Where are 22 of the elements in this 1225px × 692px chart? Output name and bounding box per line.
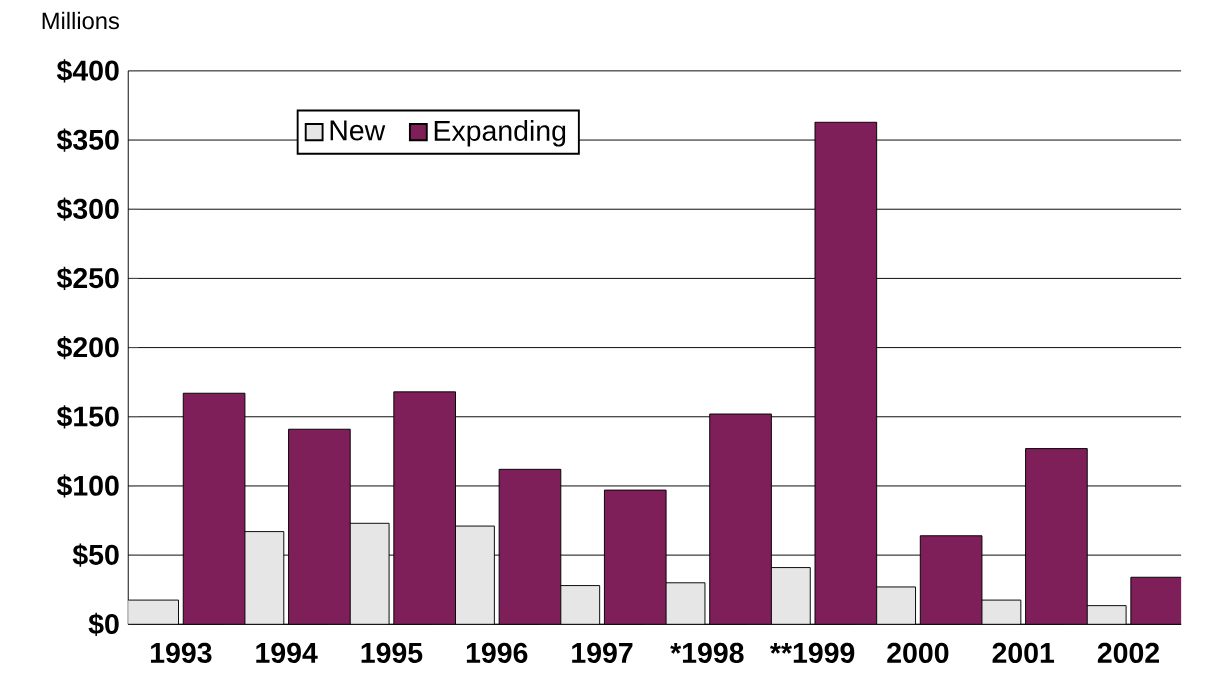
y-tick-label: $100: [56, 474, 119, 498]
x-tick-label: 1994: [256, 642, 318, 664]
x-tick-label: 2000: [887, 642, 949, 664]
y-tick-label: $350: [56, 128, 119, 152]
x-tick-label: 1995: [361, 642, 423, 664]
legend-label: Expanding: [434, 120, 566, 147]
y-tick-label: $150: [56, 405, 119, 429]
y-tick-label: $0: [88, 612, 119, 637]
y-tick-label: $200: [56, 336, 119, 360]
x-tick-label: 2002: [1097, 642, 1159, 664]
x-tick-label: **1999: [769, 642, 855, 664]
legend-label: New: [330, 120, 386, 141]
x-tick-label: 1993: [151, 642, 212, 664]
y-tick-label: $50: [72, 543, 119, 567]
x-tick-label: 1997: [572, 642, 633, 664]
x-tick-label: 1996: [466, 642, 528, 664]
y-tick-label: $400: [56, 59, 119, 83]
y-tick-label: $250: [56, 266, 119, 291]
y-tick-label: $300: [56, 197, 119, 221]
x-tick-label: 2001: [992, 642, 1055, 664]
x-tick-label: *1998: [670, 642, 744, 664]
y-axis-title: Millions: [42, 11, 119, 30]
